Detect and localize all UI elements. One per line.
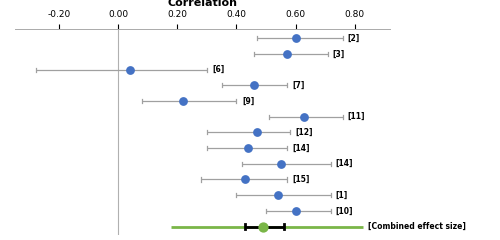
Text: [6]: [6] [213, 65, 225, 74]
Text: [9]: [9] [242, 96, 254, 106]
Text: [15]: [15] [292, 175, 310, 184]
Point [244, 146, 252, 150]
Text: [7]: [7] [292, 81, 305, 90]
Text: [Combined effect size]: [Combined effect size] [368, 222, 466, 231]
Point [253, 131, 261, 134]
Point [259, 225, 267, 228]
Text: [14]: [14] [336, 159, 353, 168]
Text: [11]: [11] [347, 112, 364, 121]
Point [250, 83, 258, 87]
Point [180, 99, 188, 103]
Point [292, 209, 300, 213]
Text: [2]: [2] [347, 34, 360, 43]
Point [126, 68, 134, 72]
Point [300, 115, 308, 119]
Point [276, 162, 284, 166]
Point [274, 193, 282, 197]
Point [242, 178, 250, 181]
Text: [14]: [14] [292, 144, 310, 153]
Text: [12]: [12] [296, 128, 313, 137]
Text: [1]: [1] [336, 191, 347, 200]
Text: [3]: [3] [332, 49, 344, 58]
Point [282, 52, 290, 56]
Text: [10]: [10] [336, 206, 353, 215]
X-axis label: Correlation: Correlation [168, 0, 238, 8]
Point [292, 36, 300, 40]
